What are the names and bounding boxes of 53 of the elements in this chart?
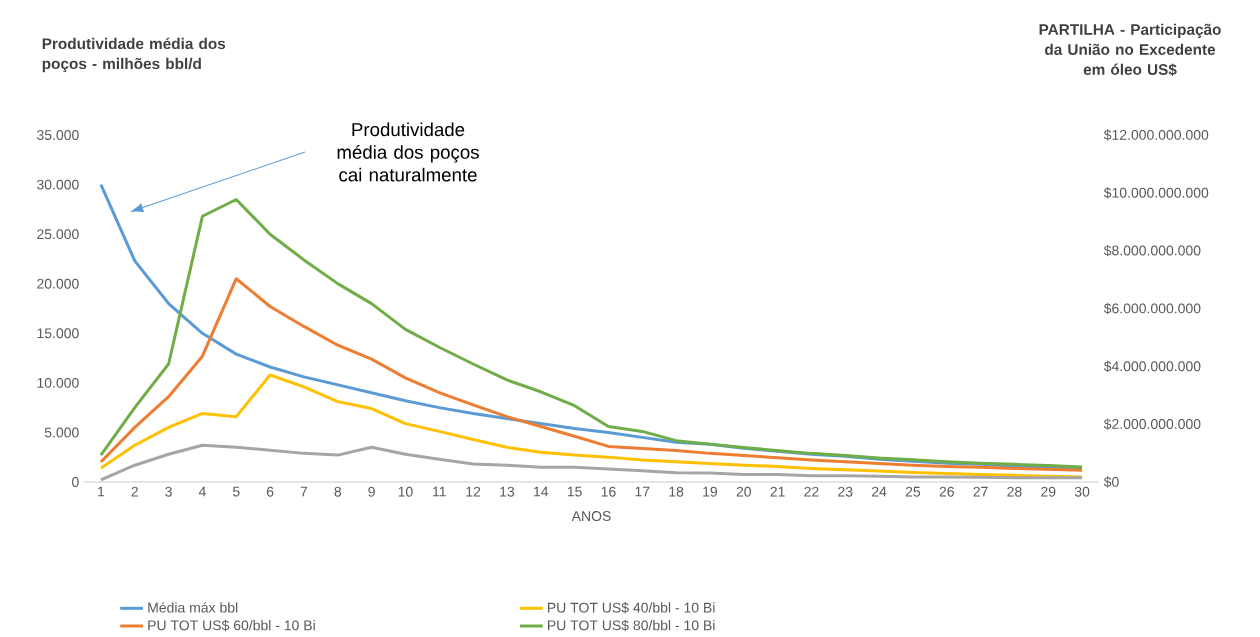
x-tick-label: 20 [736, 486, 751, 497]
x-tick-label: 8 [334, 486, 342, 497]
y-tick-label: 20.000 [37, 278, 79, 289]
x-tick-label: 2 [131, 486, 138, 497]
y2-tick-label: $4.000.000.000 [1103, 360, 1201, 372]
x-tick-label: 18 [669, 486, 684, 497]
annotation: Produtividade média dos poços cai naturalmente [337, 122, 479, 182]
legend-label: PU TOT US$ 40/bbl - 10 Bi [547, 602, 715, 614]
x-tick-label: 7 [300, 486, 308, 497]
x-tick-label: 12 [466, 486, 481, 497]
y2-tick-label: $0 [1103, 476, 1119, 488]
x-tick-label: 30 [1074, 486, 1090, 497]
x-tick-label: 22 [804, 486, 819, 497]
x-tick-label: 26 [939, 486, 954, 497]
y2-tick-label: $10.000.000.000 [1103, 187, 1209, 199]
x-tick-label: 21 [770, 486, 785, 497]
x-tick-label: 16 [601, 486, 616, 497]
y2-axis-title: PARTILHA - Participação da União no Excedente em óleo US$ [1039, 23, 1221, 76]
x-tick-label: 13 [500, 486, 515, 497]
x-tick-label: 6 [266, 486, 274, 497]
y-axis-title: Produtividade média dos poços - milhões bbl/d [42, 37, 226, 73]
x-tick-label: 4 [198, 486, 206, 497]
x-tick-label: 19 [703, 486, 718, 497]
y2-tick-label: $6.000.000.000 [1103, 302, 1201, 315]
legend-label: PU TOT US$ 80/bbl - 10 Bi [547, 619, 715, 632]
x-tick-label: 29 [1041, 486, 1056, 497]
x-tick-label: 3 [165, 486, 172, 497]
x-tick-label: 1 [98, 486, 105, 497]
y-tick-label: 5.000 [44, 427, 79, 438]
x-tick-label: 27 [973, 486, 988, 497]
x-tick-label: 24 [872, 486, 887, 497]
x-tick-label: 15 [567, 486, 582, 497]
x-tick-label: 11 [433, 486, 446, 497]
y-tick-label: 35.000 [37, 130, 79, 140]
x-tick-label: 5 [232, 486, 240, 497]
x-tick-label: 17 [635, 486, 650, 497]
x-axis-title: ANOS [571, 511, 611, 522]
y2-tick-label: $12.000.000.000 [1103, 129, 1209, 141]
y2-tick-label: $8.000.000.000 [1103, 245, 1201, 257]
x-tick-label: 28 [1007, 486, 1022, 497]
y-tick-label: 30.000 [37, 179, 79, 190]
y-tick-label: 25.000 [37, 229, 79, 240]
legend-label: Média máx bbl [148, 602, 238, 613]
legend-label: PU TOT US$ 60/bbl - 10 Bi [148, 619, 315, 632]
x-tick-label: 10 [398, 486, 413, 497]
x-tick-label: 25 [905, 486, 921, 497]
y-tick-label: 10.000 [37, 377, 79, 388]
y-tick-label: 15.000 [37, 328, 79, 339]
x-tick-label: 14 [534, 486, 549, 497]
x-tick-label: 9 [368, 486, 375, 497]
x-tick-label: 23 [838, 486, 853, 497]
y-tick-label: 0 [72, 477, 79, 487]
y2-tick-label: $2.000.000.000 [1103, 418, 1201, 430]
